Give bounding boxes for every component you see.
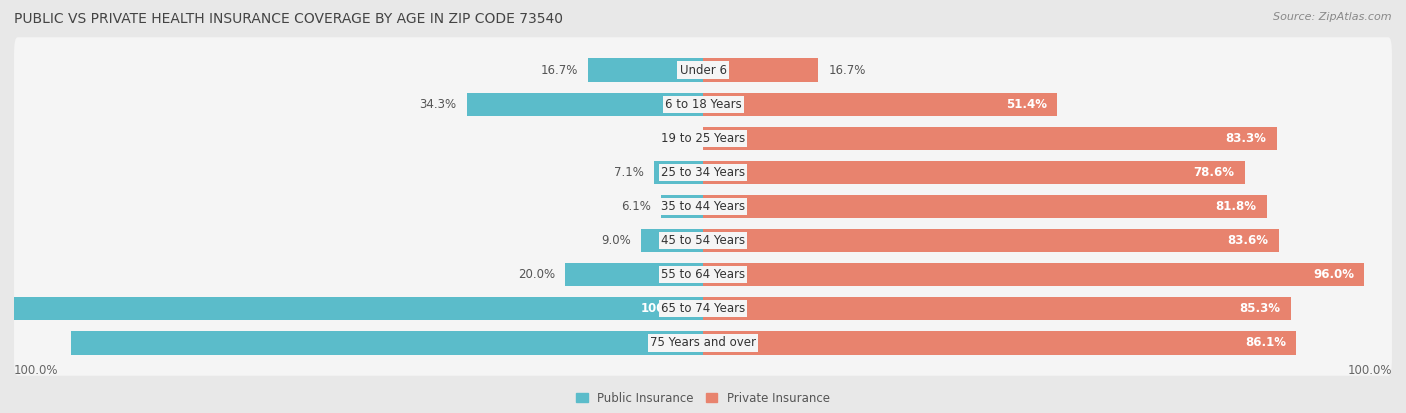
Text: 19 to 25 Years: 19 to 25 Years bbox=[661, 132, 745, 145]
Text: 83.3%: 83.3% bbox=[1226, 132, 1267, 145]
Text: 91.7%: 91.7% bbox=[648, 337, 689, 349]
Text: 100.0%: 100.0% bbox=[14, 364, 59, 377]
Text: 85.3%: 85.3% bbox=[1239, 302, 1281, 316]
Text: 45 to 54 Years: 45 to 54 Years bbox=[661, 234, 745, 247]
Text: 78.6%: 78.6% bbox=[1194, 166, 1234, 179]
FancyBboxPatch shape bbox=[14, 71, 1392, 137]
FancyBboxPatch shape bbox=[14, 310, 1392, 376]
Text: 96.0%: 96.0% bbox=[1313, 268, 1354, 281]
Bar bbox=[654, 161, 703, 184]
FancyBboxPatch shape bbox=[14, 208, 1392, 273]
Text: Under 6: Under 6 bbox=[679, 64, 727, 76]
Text: 75 Years and over: 75 Years and over bbox=[650, 337, 756, 349]
FancyBboxPatch shape bbox=[14, 276, 1392, 342]
Legend: Public Insurance, Private Insurance: Public Insurance, Private Insurance bbox=[576, 392, 830, 405]
Text: PUBLIC VS PRIVATE HEALTH INSURANCE COVERAGE BY AGE IN ZIP CODE 73540: PUBLIC VS PRIVATE HEALTH INSURANCE COVER… bbox=[14, 12, 562, 26]
FancyBboxPatch shape bbox=[14, 37, 1392, 103]
FancyBboxPatch shape bbox=[14, 242, 1392, 308]
Text: 83.6%: 83.6% bbox=[1227, 234, 1268, 247]
Bar bbox=[703, 331, 1296, 355]
Text: 16.7%: 16.7% bbox=[828, 64, 866, 76]
Bar bbox=[641, 229, 703, 252]
Bar bbox=[703, 297, 1291, 320]
Bar bbox=[588, 58, 703, 82]
Text: 0.0%: 0.0% bbox=[659, 132, 689, 145]
Text: 100.0%: 100.0% bbox=[1347, 364, 1392, 377]
Text: 16.7%: 16.7% bbox=[540, 64, 578, 76]
Bar bbox=[703, 263, 1364, 286]
Text: Source: ZipAtlas.com: Source: ZipAtlas.com bbox=[1274, 12, 1392, 22]
Text: 81.8%: 81.8% bbox=[1215, 200, 1256, 213]
Bar bbox=[14, 297, 703, 320]
Bar bbox=[703, 93, 1057, 116]
Text: 6.1%: 6.1% bbox=[621, 200, 651, 213]
FancyBboxPatch shape bbox=[14, 140, 1392, 205]
Bar bbox=[703, 229, 1279, 252]
Bar bbox=[703, 195, 1267, 218]
Text: 86.1%: 86.1% bbox=[1244, 337, 1286, 349]
Text: 34.3%: 34.3% bbox=[419, 97, 457, 111]
Bar bbox=[703, 127, 1277, 150]
Bar bbox=[565, 263, 703, 286]
Text: 35 to 44 Years: 35 to 44 Years bbox=[661, 200, 745, 213]
Text: 100.0%: 100.0% bbox=[640, 302, 689, 316]
FancyBboxPatch shape bbox=[14, 105, 1392, 171]
Text: 7.1%: 7.1% bbox=[614, 166, 644, 179]
Bar bbox=[72, 331, 703, 355]
Text: 65 to 74 Years: 65 to 74 Years bbox=[661, 302, 745, 316]
Text: 6 to 18 Years: 6 to 18 Years bbox=[665, 97, 741, 111]
Bar bbox=[661, 195, 703, 218]
Text: 20.0%: 20.0% bbox=[517, 268, 555, 281]
Text: 51.4%: 51.4% bbox=[1005, 97, 1047, 111]
FancyBboxPatch shape bbox=[14, 174, 1392, 239]
Bar bbox=[467, 93, 703, 116]
Text: 55 to 64 Years: 55 to 64 Years bbox=[661, 268, 745, 281]
Bar bbox=[703, 161, 1244, 184]
Text: 9.0%: 9.0% bbox=[600, 234, 631, 247]
Text: 25 to 34 Years: 25 to 34 Years bbox=[661, 166, 745, 179]
Bar bbox=[703, 58, 818, 82]
